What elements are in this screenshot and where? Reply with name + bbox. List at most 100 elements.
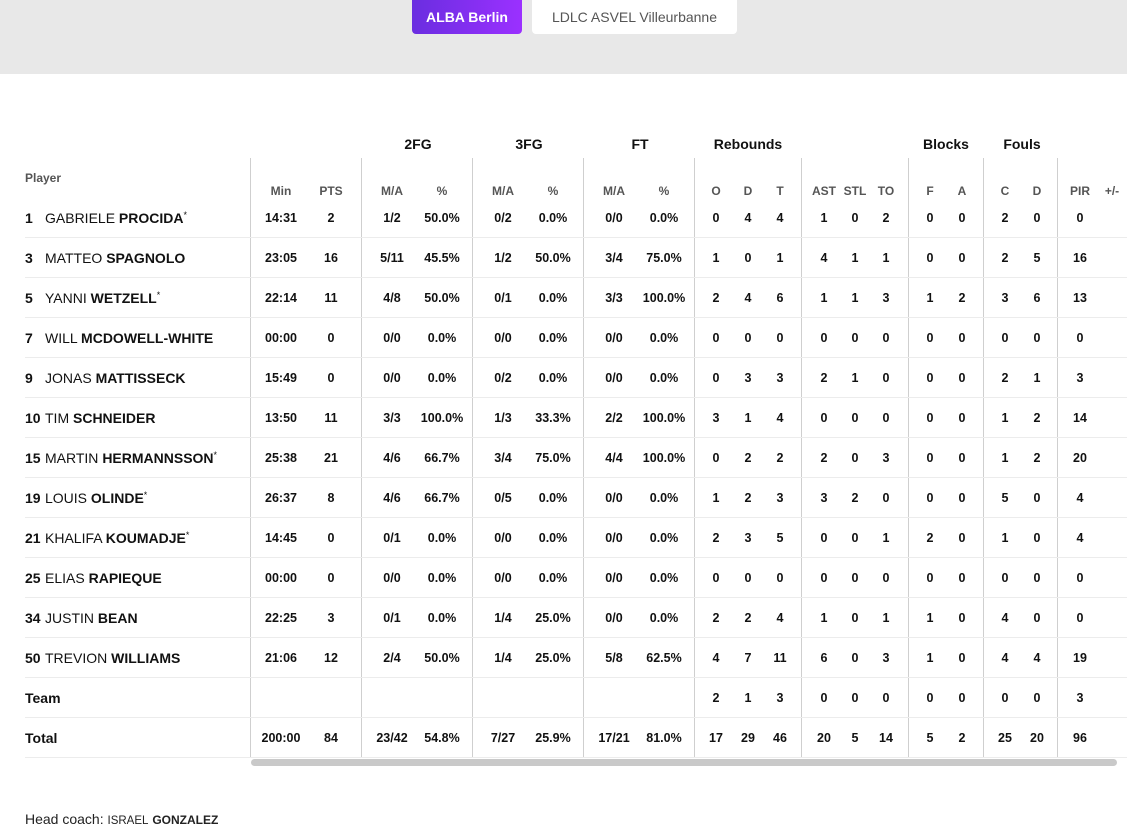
stat-min: 00:00 [265, 571, 297, 585]
tab-ldlc-asvel[interactable]: LDLC ASVEL Villeurbanne [532, 0, 737, 34]
stat-o: 0 [712, 331, 720, 345]
col-header-ftp[interactable]: % [658, 184, 670, 198]
stat-t: 3 [776, 371, 784, 385]
horizontal-scrollbar[interactable] [251, 759, 1117, 766]
head-coach-label: Head coach: [25, 811, 104, 827]
stat-ast: 3 [820, 491, 828, 505]
stat-ast: 0 [820, 691, 828, 705]
player-name[interactable]: 1 GABRIELE PROCIDA* [25, 198, 187, 238]
stat-d: 7 [744, 651, 752, 665]
player-number: 25 [25, 570, 41, 586]
stat-ast: 1 [820, 211, 828, 225]
stat-fc: 2 [1001, 211, 1009, 225]
stat-pts: 0 [327, 331, 335, 345]
stat-ftp: 0.0% [649, 331, 679, 345]
stat-fg3p: 25.0% [535, 611, 571, 625]
col-header-t[interactable]: T [776, 184, 784, 198]
player-first-name: YANNI [45, 290, 87, 306]
col-header-pts[interactable]: PTS [319, 184, 343, 198]
col-header-fg2p[interactable]: % [436, 184, 448, 198]
stat-min: 26:37 [265, 491, 297, 505]
stat-pm [1099, 398, 1125, 438]
stat-o: 2 [712, 691, 720, 705]
player-last-name: WILLIAMS [111, 650, 181, 666]
column-divider [908, 158, 909, 758]
col-header-fc[interactable]: C [1000, 184, 1010, 198]
stat-bf: 0 [926, 451, 934, 465]
stat-ba: 2 [958, 291, 966, 305]
col-header-o[interactable]: O [711, 184, 721, 198]
player-name[interactable]: 15 MARTIN HERMANNSSON* [25, 438, 217, 478]
stat-fg3: 0/1 [494, 291, 512, 305]
player-row: 34 JUSTIN BEAN 22:25 3 0/1 0.0% 1/4 25.0% 0/0 0.0… [25, 598, 1127, 638]
stat-ast: 1 [820, 611, 828, 625]
col-header-ba[interactable]: A [957, 184, 967, 198]
player-last-name: SCHNEIDER [73, 410, 156, 426]
stat-fc: 2 [1001, 371, 1009, 385]
player-name[interactable]: 50 TREVION WILLIAMS [25, 638, 180, 678]
stat-stl: 0 [851, 211, 859, 225]
player-name[interactable]: 9 JONAS MATTISSECK [25, 358, 186, 398]
player-row: 10 TIM SCHNEIDER 13:50 11 3/3 100.0% 1/3 33.3% 2… [25, 398, 1127, 438]
col-header-bf[interactable]: F [926, 184, 934, 198]
player-row: 9 JONAS MATTISSECK 15:49 0 0/0 0.0% 0/2 0.0% 0/0… [25, 358, 1127, 398]
stat-fd: 2 [1033, 451, 1041, 465]
col-header-fg2[interactable]: M/A [381, 184, 403, 198]
stat-fg2: 5/11 [380, 251, 404, 265]
stat-to: 0 [882, 331, 890, 345]
stat-min: 14:45 [265, 531, 297, 545]
group-blocks: Blocks [923, 136, 969, 152]
group-3fg: 3FG [515, 136, 543, 152]
player-last-name: KOUMADJE [105, 530, 186, 546]
player-last-name: OLINDE [90, 490, 144, 506]
player-name[interactable]: 3 MATTEO SPAGNOLO [25, 238, 185, 278]
stat-ba: 0 [958, 571, 966, 585]
group-2fg: 2FG [404, 136, 432, 152]
player-name[interactable]: 5 YANNI WETZELL* [25, 278, 160, 318]
player-name[interactable]: 34 JUSTIN BEAN [25, 598, 138, 638]
player-last-name: BEAN [97, 610, 138, 626]
stat-ba: 0 [958, 411, 966, 425]
stat-fg2: 3/3 [383, 411, 401, 425]
stat-o: 3 [712, 411, 720, 425]
player-last-name: HERMANNSSON [102, 450, 214, 466]
stat-fg2p [419, 678, 465, 718]
stat-ba: 0 [958, 491, 966, 505]
stat-fd: 6 [1033, 291, 1041, 305]
stat-fc: 1 [1001, 411, 1009, 425]
player-name[interactable]: 7 WILL MCDOWELL-WHITE [25, 318, 213, 358]
group-rebounds: Rebounds [713, 136, 783, 152]
col-header-ast[interactable]: AST [812, 184, 836, 198]
col-header-fg3p[interactable]: % [547, 184, 559, 198]
col-header-to[interactable]: TO [877, 184, 895, 198]
stat-ft: 0/0 [605, 531, 623, 545]
player-name[interactable]: 19 LOUIS OLINDE* [25, 478, 147, 518]
stat-fd: 0 [1033, 571, 1041, 585]
col-header-pir[interactable]: PIR [1069, 184, 1090, 198]
col-header-min[interactable]: Min [270, 184, 292, 198]
tab-alba-berlin[interactable]: ALBA Berlin [412, 0, 522, 34]
col-header-fd[interactable]: D [1032, 184, 1042, 198]
stat-fg3p [530, 678, 576, 718]
player-name[interactable]: 21 KHALIFA KOUMADJE* [25, 518, 189, 558]
stat-fd: 0 [1033, 531, 1041, 545]
player-name[interactable]: 25 ELIAS RAPIEQUE [25, 558, 162, 598]
stat-fg3: 0/0 [494, 331, 512, 345]
stat-ft: 0/0 [605, 611, 623, 625]
stat-fg2: 1/2 [383, 211, 401, 225]
player-name[interactable]: 10 TIM SCHNEIDER [25, 398, 155, 438]
stat-pm [1099, 558, 1125, 598]
stat-fd: 0 [1033, 611, 1041, 625]
col-header-d[interactable]: D [743, 184, 753, 198]
col-header-pm[interactable]: +/- [1104, 184, 1120, 198]
player-row: 3 MATTEO SPAGNOLO 23:05 16 5/11 45.5% 1/2 50.0%… [25, 238, 1127, 278]
col-header-ft[interactable]: M/A [603, 184, 625, 198]
col-header-stl[interactable]: STL [843, 184, 867, 198]
player-row: 7 WILL MCDOWELL-WHITE 00:00 0 0/0 0.0% 0/0 0.0%… [25, 318, 1127, 358]
stat-fg3: 1/4 [494, 651, 512, 665]
player-number: 5 [25, 290, 33, 306]
stat-min [259, 678, 303, 718]
col-header-fg3[interactable]: M/A [492, 184, 514, 198]
stat-d: 4 [744, 211, 752, 225]
stat-fg2: 4/8 [383, 291, 401, 305]
